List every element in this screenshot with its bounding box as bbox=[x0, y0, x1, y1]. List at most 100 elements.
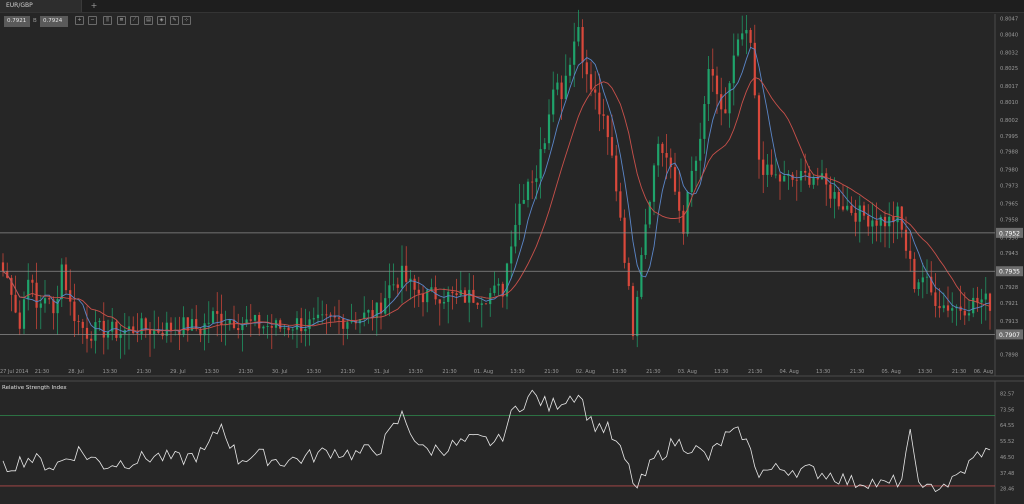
price-axis-label: 0.7950 bbox=[1000, 235, 1018, 241]
candle-body bbox=[963, 310, 966, 316]
time-axis-label: 21:30 bbox=[646, 369, 660, 375]
bars-icon[interactable]: ≣ bbox=[117, 16, 126, 25]
candle-body bbox=[946, 305, 950, 311]
candle-body bbox=[325, 314, 328, 316]
candle-body bbox=[447, 291, 450, 302]
candle-body bbox=[262, 326, 265, 329]
time-axis-label: 28. Jul bbox=[68, 369, 84, 375]
candle-body bbox=[892, 216, 895, 223]
candle-body bbox=[699, 138, 702, 161]
price-level-label: 0.7952 bbox=[999, 230, 1020, 237]
candles-icon[interactable]: ⫼ bbox=[103, 16, 112, 25]
indicator-icon[interactable]: ◈ bbox=[157, 16, 166, 25]
candle-body bbox=[199, 328, 202, 336]
candle-body bbox=[648, 201, 651, 225]
price-level-label: 0.7907 bbox=[999, 332, 1020, 339]
candle-body bbox=[329, 314, 332, 316]
candle-body bbox=[165, 322, 168, 336]
price-axis-label: 0.8025 bbox=[1000, 66, 1018, 72]
candle-body bbox=[85, 327, 89, 339]
candle-body bbox=[363, 312, 366, 320]
price-axis-label: 0.7943 bbox=[1000, 251, 1018, 257]
candle-body bbox=[253, 315, 257, 321]
candle-body bbox=[850, 205, 853, 213]
price-axis-label: 0.7973 bbox=[1000, 183, 1018, 189]
candle-body bbox=[745, 29, 748, 34]
candle-body bbox=[10, 277, 13, 295]
ask-price: 0.7924 bbox=[40, 16, 68, 27]
candle-body bbox=[980, 299, 983, 303]
candle-body bbox=[913, 258, 916, 290]
candle-body bbox=[216, 311, 219, 314]
candle-body bbox=[493, 285, 496, 294]
time-axis-label: 21:30 bbox=[340, 369, 354, 375]
candle-body bbox=[652, 165, 656, 202]
candle-body bbox=[602, 114, 605, 116]
price-axis-label: 0.8047 bbox=[1000, 17, 1018, 23]
add-tab-button[interactable]: + bbox=[90, 1, 98, 10]
bid-price: 0.7921 bbox=[4, 16, 30, 27]
time-axis-label: 21:30 bbox=[35, 369, 49, 375]
candle-body bbox=[463, 290, 467, 303]
price-level-tag bbox=[996, 266, 1023, 277]
candle-body bbox=[942, 305, 945, 309]
candle-body bbox=[757, 95, 761, 160]
rsi-title: Relative Strength Index bbox=[2, 385, 67, 391]
candle-body bbox=[644, 224, 647, 256]
crosshair-icon[interactable]: ⊹ bbox=[182, 16, 191, 25]
candle-body bbox=[283, 327, 286, 329]
candle-body bbox=[703, 104, 706, 139]
candle-body bbox=[795, 179, 798, 181]
candle-body bbox=[598, 92, 601, 115]
candle-body bbox=[665, 153, 668, 158]
line-icon[interactable]: ⟋ bbox=[130, 16, 139, 25]
price-axis-label: 0.8002 bbox=[1000, 118, 1018, 124]
candle-body bbox=[308, 319, 311, 329]
candle-body bbox=[560, 82, 563, 100]
time-axis-label: 06. Aug bbox=[974, 369, 993, 375]
zoom-in-icon[interactable]: + bbox=[75, 16, 84, 25]
time-axis-label: 01. Aug bbox=[474, 369, 493, 375]
candle-body bbox=[60, 264, 63, 300]
candle-body bbox=[52, 299, 55, 314]
candle-body bbox=[707, 68, 710, 105]
candle-body bbox=[741, 33, 744, 40]
price-axis-label: 0.7995 bbox=[1000, 134, 1018, 140]
drawing-icon[interactable]: ✎ bbox=[170, 16, 179, 25]
time-axis-label: 03. Aug bbox=[678, 369, 697, 375]
candle-body bbox=[770, 164, 773, 175]
candle-body bbox=[132, 326, 135, 334]
time-axis-label: 13:30 bbox=[103, 369, 117, 375]
candle-body bbox=[69, 290, 72, 302]
candle-body bbox=[48, 298, 51, 300]
candle-body bbox=[43, 298, 47, 304]
candle-body bbox=[552, 89, 555, 115]
candle-body bbox=[967, 313, 971, 316]
candle-body bbox=[64, 264, 68, 291]
candle-body bbox=[808, 172, 811, 185]
ma-slow-line bbox=[2, 76, 991, 332]
candle-body bbox=[812, 176, 815, 185]
candle-body bbox=[237, 328, 240, 331]
candle-body bbox=[984, 293, 987, 300]
time-axis-label: 02. Aug bbox=[576, 369, 595, 375]
time-axis-label: 27 Jul 2014 bbox=[0, 369, 28, 375]
price-axis-label: 0.7928 bbox=[1000, 285, 1018, 291]
candle-body bbox=[413, 278, 416, 290]
candle-body bbox=[804, 170, 807, 173]
candle-body bbox=[976, 297, 979, 303]
candle-body bbox=[291, 329, 294, 331]
candle-body bbox=[476, 302, 479, 305]
candle-body bbox=[220, 313, 223, 325]
candle-body bbox=[829, 184, 832, 199]
candle-body bbox=[333, 315, 336, 318]
candle-body bbox=[426, 290, 429, 303]
tab-eurgbp[interactable]: EUR/GBP bbox=[0, 0, 82, 12]
candle-body bbox=[510, 246, 513, 264]
time-axis-label: 21:30 bbox=[850, 369, 864, 375]
candle-body bbox=[736, 39, 740, 56]
settings-icon[interactable]: ▤ bbox=[144, 16, 153, 25]
zoom-out-icon[interactable]: − bbox=[88, 16, 97, 25]
candle-body bbox=[682, 210, 685, 234]
